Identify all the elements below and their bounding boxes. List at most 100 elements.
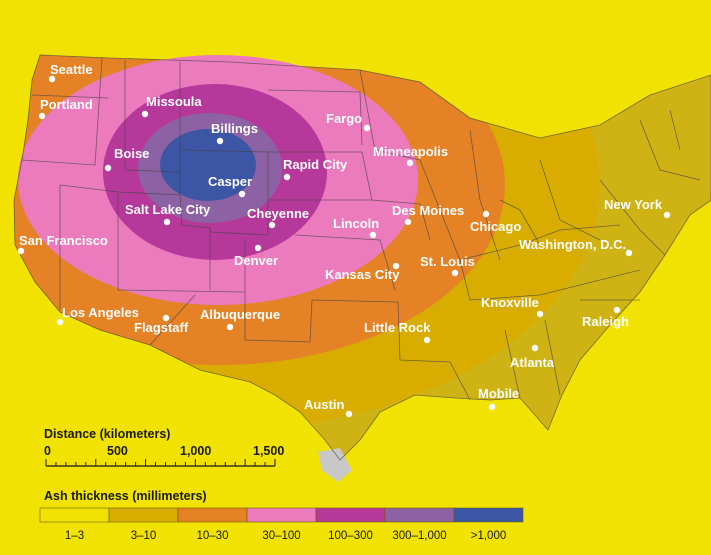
legend-label-4: 100–300 — [328, 530, 373, 542]
legend-label-6: >1,000 — [471, 530, 507, 542]
city-marker — [345, 410, 353, 418]
city-label: Denver — [234, 253, 278, 268]
city-atlanta[interactable]: Atlanta — [510, 344, 555, 370]
city-billings[interactable]: Billings — [211, 121, 258, 145]
city-mobile[interactable]: Mobile — [478, 386, 519, 411]
city-rapid-city[interactable]: Rapid City — [283, 157, 348, 181]
scale-tick-label-500: 500 — [107, 444, 128, 458]
scale-tick-label-1000: 1,000 — [180, 444, 211, 458]
legend-swatch-3 — [246, 507, 317, 523]
city-marker — [531, 344, 539, 352]
legend-label-2: 10–30 — [197, 530, 229, 542]
city-knoxville[interactable]: Knoxville — [481, 295, 544, 318]
legend-swatch-0 — [39, 507, 110, 523]
city-marker — [216, 137, 224, 145]
legend-label-3: 30–100 — [262, 530, 300, 542]
legend-swatch-5 — [384, 507, 455, 523]
city-marker — [268, 221, 276, 229]
city-label: Austin — [304, 397, 345, 412]
city-label: Des Moines — [392, 203, 464, 218]
city-label: Kansas City — [325, 267, 400, 282]
scale-bar-title: Distance (kilometers) — [44, 427, 170, 441]
city-marker — [48, 75, 56, 83]
city-flagstaff[interactable]: Flagstaff — [134, 314, 189, 335]
city-label: Albuquerque — [200, 307, 280, 322]
scale-bar: Distance (kilometers) 0 500 1,000 1,500 — [44, 427, 284, 467]
city-boise[interactable]: Boise — [104, 146, 150, 172]
city-label: San Francisco — [19, 233, 108, 248]
city-layer: Seattle Portland Missoula Billings Boise… — [17, 62, 671, 418]
city-marker — [451, 269, 459, 277]
city-label: Portland — [40, 97, 93, 112]
city-albuquerque[interactable]: Albuquerque — [200, 307, 280, 331]
city-marker — [392, 262, 400, 270]
city-label: Raleigh — [582, 314, 629, 329]
city-austin[interactable]: Austin — [304, 397, 353, 418]
city-little-rock[interactable]: Little Rock — [364, 320, 431, 344]
city-label: Washington, D.C. — [519, 237, 626, 252]
city-san-francisco[interactable]: San Francisco — [17, 233, 108, 255]
city-label: Fargo — [326, 111, 362, 126]
city-marker — [38, 112, 46, 120]
city-marker — [663, 211, 671, 219]
city-cheyenne[interactable]: Cheyenne — [247, 206, 309, 229]
city-minneapolis[interactable]: Minneapolis — [373, 144, 448, 167]
city-marker — [141, 110, 149, 118]
legend-label-1: 3–10 — [131, 530, 157, 542]
city-los-angeles[interactable]: Los Angeles — [56, 305, 139, 326]
city-marker — [488, 403, 496, 411]
city-marker — [369, 231, 377, 239]
legend-swatch-2 — [177, 507, 248, 523]
scale-tick-label-1500: 1,500 — [253, 444, 284, 458]
city-raleigh[interactable]: Raleigh — [582, 306, 629, 329]
city-marker — [238, 190, 246, 198]
state-borders — [13, 54, 711, 461]
city-marker — [625, 249, 633, 257]
legend-swatch-1 — [108, 507, 179, 523]
city-label: St. Louis — [420, 254, 475, 269]
city-seattle[interactable]: Seattle — [48, 62, 93, 83]
city-marker — [162, 314, 170, 322]
legend-swatches — [39, 507, 524, 523]
city-chicago[interactable]: Chicago — [470, 210, 521, 234]
city-marker — [104, 164, 112, 172]
city-portland[interactable]: Portland — [38, 97, 93, 120]
city-fargo[interactable]: Fargo — [326, 111, 371, 132]
city-label: Flagstaff — [134, 320, 189, 335]
city-label: Missoula — [146, 94, 202, 109]
city-label: Casper — [208, 174, 252, 189]
city-marker — [17, 247, 25, 255]
city-lincoln[interactable]: Lincoln — [333, 216, 379, 239]
city-marker — [163, 218, 171, 226]
city-label: New York — [604, 197, 663, 212]
city-label: Los Angeles — [62, 305, 139, 320]
legend: Ash thickness (millimeters) 1–3 3–10 10–30… — [39, 489, 524, 542]
city-label: Little Rock — [364, 320, 431, 335]
legend-title: Ash thickness (millimeters) — [44, 489, 207, 503]
city-label: Boise — [114, 146, 149, 161]
scale-tick-label-0: 0 — [44, 444, 51, 458]
city-denver[interactable]: Denver — [234, 244, 278, 268]
city-marker — [613, 306, 621, 314]
city-new-york[interactable]: New York — [604, 197, 671, 219]
city-label: Mobile — [478, 386, 519, 401]
city-washington-dc[interactable]: Washington, D.C. — [519, 237, 633, 257]
city-missoula[interactable]: Missoula — [141, 94, 203, 118]
city-label: Billings — [211, 121, 258, 136]
city-marker — [536, 310, 544, 318]
city-st-louis[interactable]: St. Louis — [420, 254, 475, 277]
city-des-moines[interactable]: Des Moines — [392, 203, 464, 226]
city-kansas-city[interactable]: Kansas City — [325, 262, 400, 282]
city-label: Knoxville — [481, 295, 539, 310]
city-marker — [283, 173, 291, 181]
legend-label-0: 1–3 — [65, 530, 84, 542]
city-salt-lake-city[interactable]: Salt Lake City — [125, 202, 211, 226]
city-label: Rapid City — [283, 157, 348, 172]
city-marker — [406, 159, 414, 167]
city-marker — [226, 323, 234, 331]
city-label: Chicago — [470, 219, 521, 234]
city-casper[interactable]: Casper — [208, 174, 252, 198]
city-label: Minneapolis — [373, 144, 448, 159]
